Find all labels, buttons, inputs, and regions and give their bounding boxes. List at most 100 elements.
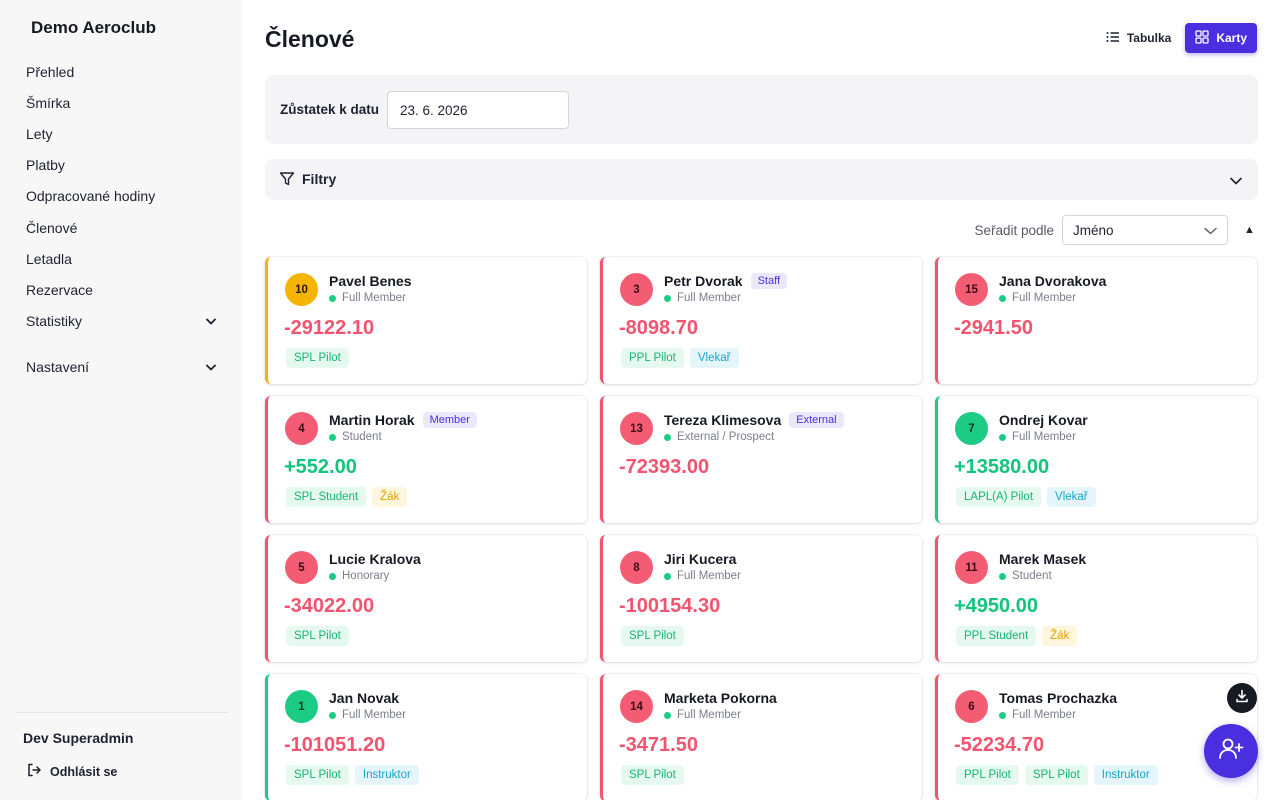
status-dot-icon	[999, 294, 1006, 302]
sidebar-nav: Přehled Šmírka Lety Platby Odpracované h…	[16, 56, 228, 383]
member-number-avatar: 8	[620, 551, 653, 584]
member-name: Petr Dvorak	[664, 273, 743, 289]
member-name-row: Tereza Klimesova External	[664, 412, 844, 428]
sidebar-item-prehled[interactable]: Přehled	[16, 56, 228, 87]
member-card[interactable]: 1 Jan Novak Full Member -101051.20 SPL Pilot…	[265, 674, 587, 800]
member-card[interactable]: 4 Martin Horak Member Student +552.00 SPL Stu…	[265, 396, 587, 523]
member-balance: -34022.00	[284, 595, 375, 617]
member-name-row: Lucie Kralova	[329, 551, 421, 567]
member-status: Full Member	[329, 292, 406, 304]
member-tags: PPL Pilot Vlekař	[621, 348, 739, 368]
member-status-label: Honorary	[342, 570, 390, 582]
status-dot-icon	[664, 711, 671, 719]
qualification-tag: SPL Pilot	[621, 626, 684, 646]
sort-direction-button[interactable]: ▲	[1244, 224, 1255, 236]
member-tags: SPL Pilot	[621, 626, 684, 646]
member-card[interactable]: 7 Ondrej Kovar Full Member +13580.00 LAPL(A)…	[935, 396, 1257, 523]
qualification-tag: SPL Pilot	[1024, 765, 1088, 785]
member-status-label: Full Member	[342, 709, 406, 721]
sidebar-item-clenove[interactable]: Členové	[16, 212, 228, 243]
member-tags: SPL Pilot	[286, 348, 349, 368]
add-member-button[interactable]	[1204, 724, 1258, 778]
member-status: Full Member	[329, 709, 406, 721]
member-card[interactable]: 11 Marek Masek Student +4950.00 PPL Student Ž…	[935, 535, 1257, 662]
member-name: Marek Masek	[999, 551, 1087, 567]
page-title: Členové	[265, 26, 355, 52]
member-balance: +552.00	[284, 456, 357, 478]
member-name-row: Petr Dvorak Staff	[664, 273, 788, 289]
member-card[interactable]: 13 Tereza Klimesova External External / Pro…	[600, 396, 922, 523]
balance-date-input[interactable]	[387, 91, 569, 129]
status-dot-icon	[999, 711, 1006, 719]
qualification-tag: PPL Pilot	[621, 348, 684, 368]
member-name: Tereza Klimesova	[664, 412, 782, 428]
sidebar-item-lety[interactable]: Lety	[16, 118, 228, 149]
member-card[interactable]: 15 Jana Dvorakova Full Member -2941.50	[935, 257, 1257, 384]
member-card[interactable]: 14 Marketa Pokorna Full Member -3471.50 SPL …	[600, 674, 922, 800]
member-status: Honorary	[329, 570, 389, 582]
sidebar-item-platby[interactable]: Platby	[16, 150, 228, 181]
sidebar-item-label: Členové	[26, 219, 78, 236]
sidebar-item-nastaveni[interactable]: Nastavení	[16, 352, 228, 383]
qualification-tag: PPL Student	[956, 626, 1037, 646]
sidebar-item-label: Nastavení	[26, 359, 90, 376]
member-number-avatar: 6	[955, 690, 988, 723]
member-number-avatar: 13	[620, 412, 653, 445]
cards-view-button[interactable]: Karty	[1185, 23, 1257, 53]
sidebar-item-letadla[interactable]: Letadla	[16, 243, 228, 274]
member-name: Ondrej Kovar	[999, 412, 1088, 428]
sidebar: Demo Aeroclub Přehled Šmírka Lety Platby…	[0, 0, 242, 800]
member-tags: SPL Student Žák	[286, 487, 408, 507]
sort-select[interactable]: Jméno	[1062, 215, 1228, 245]
member-card[interactable]: 6 Tomas Prochazka Full Member -52234.70 PPL …	[935, 674, 1257, 800]
chevron-down-icon	[1204, 223, 1217, 238]
table-view-button[interactable]: Tabulka	[1096, 23, 1181, 53]
sidebar-footer: Dev Superadmin Odhlásit se	[16, 712, 228, 779]
balance-date-panel: Zůstatek k datu	[265, 75, 1258, 144]
status-dot-icon	[664, 294, 671, 302]
member-balance: -72393.00	[619, 456, 710, 478]
member-name: Jana Dvorakova	[999, 273, 1107, 289]
member-name: Jiri Kucera	[664, 551, 737, 567]
member-status: Full Member	[664, 292, 741, 304]
member-cards-grid: 10 Pavel Benes Full Member -29122.10 SPL Pil…	[265, 257, 1258, 800]
member-number-avatar: 10	[285, 273, 318, 306]
sidebar-item-label: Šmírka	[26, 94, 71, 111]
logout-button[interactable]: Odhlásit se	[26, 762, 117, 781]
member-balance: +4950.00	[954, 595, 1038, 617]
status-dot-icon	[999, 433, 1006, 441]
download-icon	[1235, 689, 1249, 708]
member-card[interactable]: 8 Jiri Kucera Full Member -100154.30 SPL Pil…	[600, 535, 922, 662]
sidebar-item-statistiky[interactable]: Statistiky	[16, 306, 228, 337]
qualification-tag: SPL Student	[286, 487, 367, 507]
member-name-row: Tomas Prochazka	[999, 690, 1117, 706]
member-balance: -100154.30	[619, 595, 721, 617]
chevron-down-icon	[204, 360, 218, 374]
member-card[interactable]: 5 Lucie Kralova Honorary -34022.00 SPL Pilot	[265, 535, 587, 662]
member-tags: SPL Pilot Instruktor	[286, 765, 419, 785]
download-button[interactable]	[1227, 683, 1257, 713]
member-card[interactable]: 10 Pavel Benes Full Member -29122.10 SPL Pil…	[265, 257, 587, 384]
role-badge: External	[789, 412, 844, 428]
status-dot-icon	[999, 572, 1006, 580]
member-name-row: Martin Horak Member	[329, 412, 477, 428]
sidebar-item-odpracovane-hodiny[interactable]: Odpracované hodiny	[16, 181, 228, 212]
sidebar-item-rezervace[interactable]: Rezervace	[16, 274, 228, 305]
sort-controls: Seřadit podle Jméno ▲	[974, 215, 1258, 245]
filters-toggle[interactable]: Filtry	[265, 159, 1258, 200]
qualification-tag: Instruktor	[354, 765, 419, 785]
status-dot-icon	[329, 572, 336, 580]
member-status: Full Member	[999, 431, 1076, 443]
member-number-avatar: 11	[955, 551, 988, 584]
status-dot-icon	[664, 572, 671, 580]
qualification-tag: Vlekař	[689, 348, 739, 368]
member-name: Lucie Kralova	[329, 551, 421, 567]
view-toggle: Tabulka Karty	[1096, 23, 1257, 53]
user-plus-icon	[1218, 736, 1244, 767]
sidebar-item-smirka[interactable]: Šmírka	[16, 87, 228, 118]
member-status-label: Full Member	[677, 292, 741, 304]
sidebar-item-label: Přehled	[26, 63, 75, 80]
member-tags: PPL Pilot SPL Pilot Instruktor	[956, 765, 1158, 785]
member-card[interactable]: 3 Petr Dvorak Staff Full Member -8098.70 PPL …	[600, 257, 922, 384]
member-number-avatar: 7	[955, 412, 988, 445]
